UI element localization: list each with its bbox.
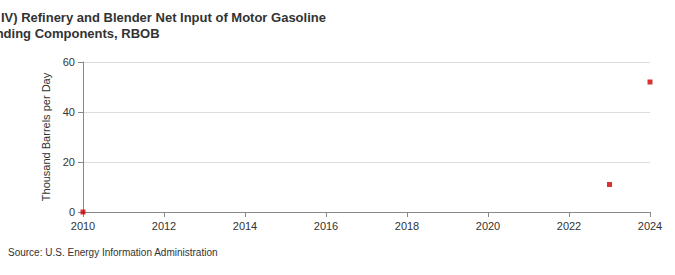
svg-text:2014: 2014	[233, 220, 257, 232]
svg-text:0: 0	[69, 206, 75, 218]
svg-text:60: 60	[63, 56, 75, 68]
svg-text:2016: 2016	[314, 220, 338, 232]
svg-text:Blending Components, RBOB: Blending Components, RBOB	[0, 26, 160, 41]
svg-text:2010: 2010	[71, 220, 95, 232]
svg-text:40: 40	[63, 106, 75, 118]
svg-text:Thousand Barrels per Day: Thousand Barrels per Day	[40, 72, 52, 201]
svg-text:Annual Rocky Mountain (PADD IV: Annual Rocky Mountain (PADD IV) Refinery…	[0, 10, 330, 25]
svg-text:Source: U.S. Energy Informatio: Source: U.S. Energy Information Administ…	[8, 247, 218, 258]
svg-text:2012: 2012	[152, 220, 176, 232]
svg-text:20: 20	[63, 156, 75, 168]
svg-text:2018: 2018	[395, 220, 419, 232]
svg-text:2022: 2022	[557, 220, 581, 232]
svg-text:2020: 2020	[476, 220, 500, 232]
svg-text:2024: 2024	[638, 220, 662, 232]
